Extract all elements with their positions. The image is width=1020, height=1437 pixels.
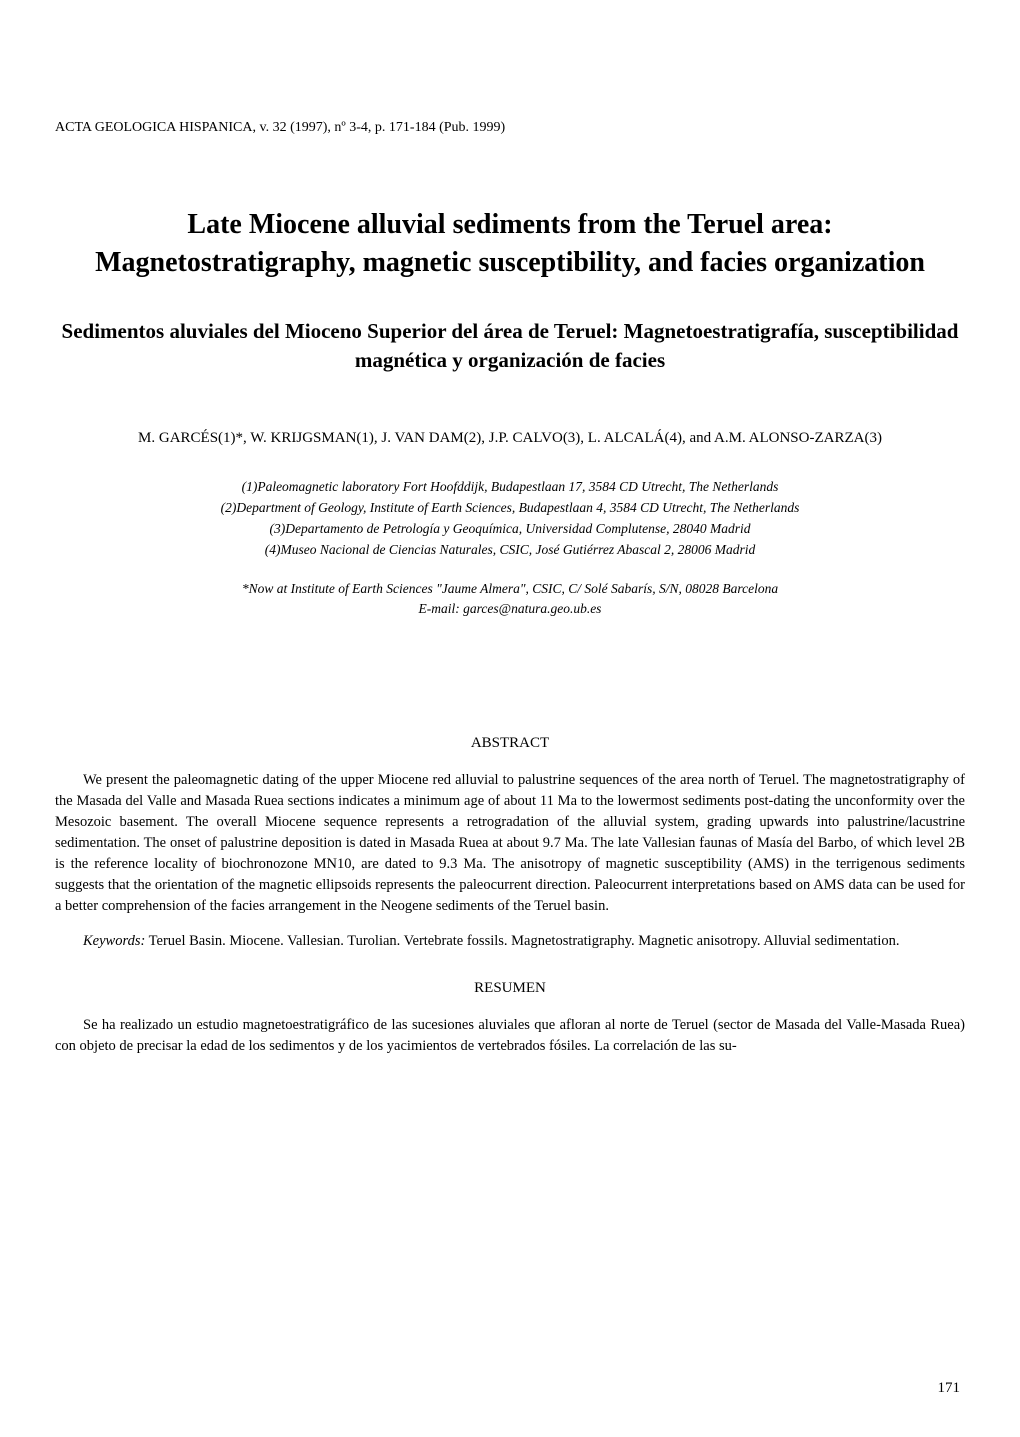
article-title-english: Late Miocene alluvial sediments from the…	[55, 206, 965, 282]
keywords-text: Teruel Basin. Miocene. Vallesian. Turoli…	[145, 933, 899, 949]
article-title-spanish: Sedimentos aluviales del Mioceno Superio…	[55, 317, 965, 376]
page-number: 171	[938, 1380, 961, 1397]
keywords-block: Keywords: Teruel Basin. Miocene. Vallesi…	[55, 931, 965, 952]
abstract-body: We present the paleomagnetic dating of t…	[55, 770, 965, 917]
resumen-body: Se ha realizado un estudio magnetoestrat…	[55, 1015, 965, 1057]
resumen-heading: RESUMEN	[55, 980, 965, 997]
abstract-heading: ABSTRACT	[55, 735, 965, 752]
keywords-label: Keywords:	[83, 933, 145, 949]
corresponding-email: E-mail: garces@natura.geo.ub.es	[55, 599, 965, 619]
corresponding-line: *Now at Institute of Earth Sciences "Jau…	[55, 579, 965, 599]
authors-line: M. GARCÉS(1)*, W. KRIJGSMAN(1), J. VAN D…	[55, 430, 965, 447]
journal-reference: ACTA GEOLOGICA HISPANICA, v. 32 (1997), …	[55, 120, 965, 136]
affiliation-line: (4)Museo Nacional de Ciencias Naturales,…	[55, 540, 965, 561]
affiliations-block: (1)Paleomagnetic laboratory Fort Hoofddi…	[55, 477, 965, 561]
affiliation-line: (3)Departamento de Petrología y Geoquími…	[55, 519, 965, 540]
affiliation-line: (2)Department of Geology, Institute of E…	[55, 498, 965, 519]
corresponding-author-block: *Now at Institute of Earth Sciences "Jau…	[55, 579, 965, 620]
affiliation-line: (1)Paleomagnetic laboratory Fort Hoofddi…	[55, 477, 965, 498]
